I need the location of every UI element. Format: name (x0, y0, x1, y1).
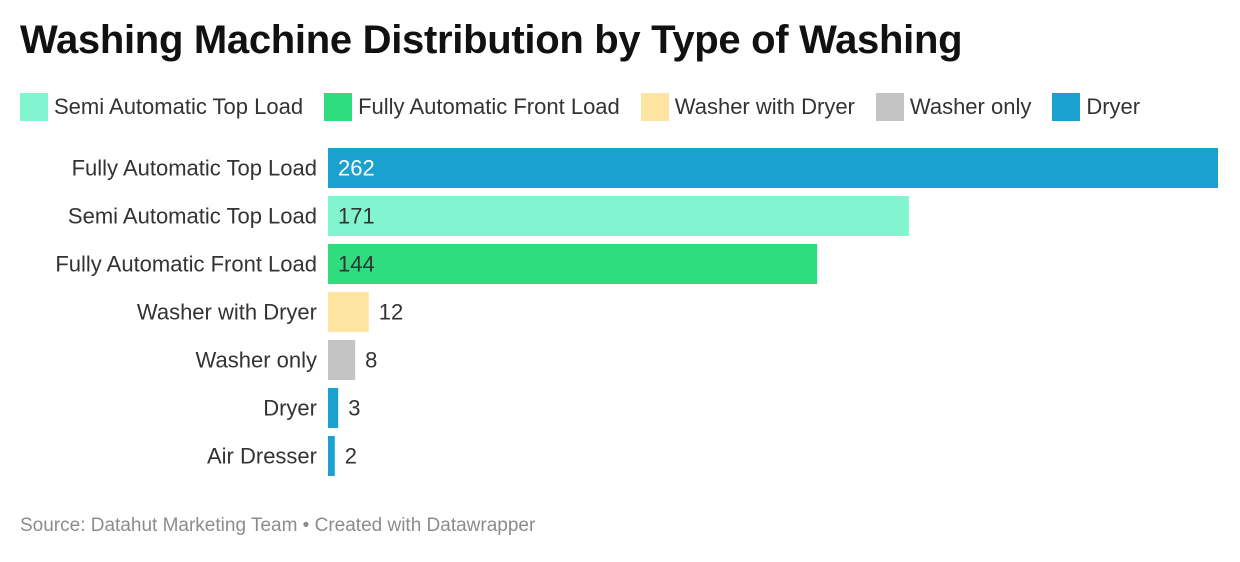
category-label: Washer only (196, 348, 317, 373)
bar (328, 436, 335, 476)
bar-row-dryer: Dryer 3 (263, 388, 360, 428)
legend-item-dryer: Dryer (1052, 93, 1140, 121)
bar (328, 244, 818, 284)
category-label: Washer with Dryer (137, 300, 317, 325)
bar (328, 148, 1218, 188)
category-label: Semi Automatic Top Load (68, 204, 317, 229)
value-label: 12 (379, 300, 403, 325)
bar-row-washer-with-dryer: Washer with Dryer 12 (137, 292, 403, 332)
legend-label: Semi Automatic Top Load (54, 94, 304, 119)
bar (328, 292, 369, 332)
legend-label: Washer with Dryer (674, 94, 855, 119)
legend-item-fully-automatic-front-load: Fully Automatic Front Load (324, 93, 620, 121)
bar (328, 388, 339, 428)
legend-item-washer-with-dryer: Washer with Dryer (640, 93, 855, 121)
bar-row-semi-automatic-top-load: Semi Automatic Top Load 171 (68, 196, 909, 236)
bar-row-air-dresser: Air Dresser 2 (207, 436, 357, 476)
legend-item-washer-only: Washer only (875, 93, 1032, 121)
legend-swatch (875, 93, 904, 121)
bar (328, 196, 909, 236)
chart-legend: Semi Automatic Top Load Fully Automatic … (20, 90, 1161, 124)
value-label: 144 (338, 252, 375, 277)
category-label: Fully Automatic Top Load (72, 156, 317, 181)
legend-swatch (324, 93, 353, 121)
bar-row-washer-only: Washer only 8 (196, 340, 377, 380)
value-label: 262 (338, 156, 375, 181)
category-label: Fully Automatic Front Load (55, 252, 317, 277)
bar-row-fully-automatic-front-load: Fully Automatic Front Load 144 (55, 244, 818, 284)
legend-label: Fully Automatic Front Load (358, 94, 620, 119)
value-label: 2 (345, 444, 357, 469)
category-label: Air Dresser (207, 444, 317, 469)
legend-item-semi-automatic-top-load: Semi Automatic Top Load (20, 93, 303, 121)
value-label: 171 (338, 204, 375, 229)
value-label: 3 (348, 396, 360, 421)
legend-swatch (20, 93, 48, 121)
bar (328, 340, 356, 380)
chart-title: Washing Machine Distribution by Type of … (20, 18, 963, 62)
legend-swatch (640, 93, 669, 121)
category-label: Dryer (263, 396, 317, 421)
bar-chart: Fully Automatic Top Load 262 Semi Automati… (55, 148, 1218, 476)
legend-label: Dryer (1086, 94, 1141, 119)
bar-row-fully-automatic-top-load: Fully Automatic Top Load 262 (72, 148, 1218, 188)
legend-label: Washer only (909, 94, 1032, 119)
chart-footer: Source: Datahut Marketing Team • Created… (20, 515, 536, 536)
legend-swatch (1052, 93, 1081, 121)
value-label: 8 (365, 348, 377, 373)
